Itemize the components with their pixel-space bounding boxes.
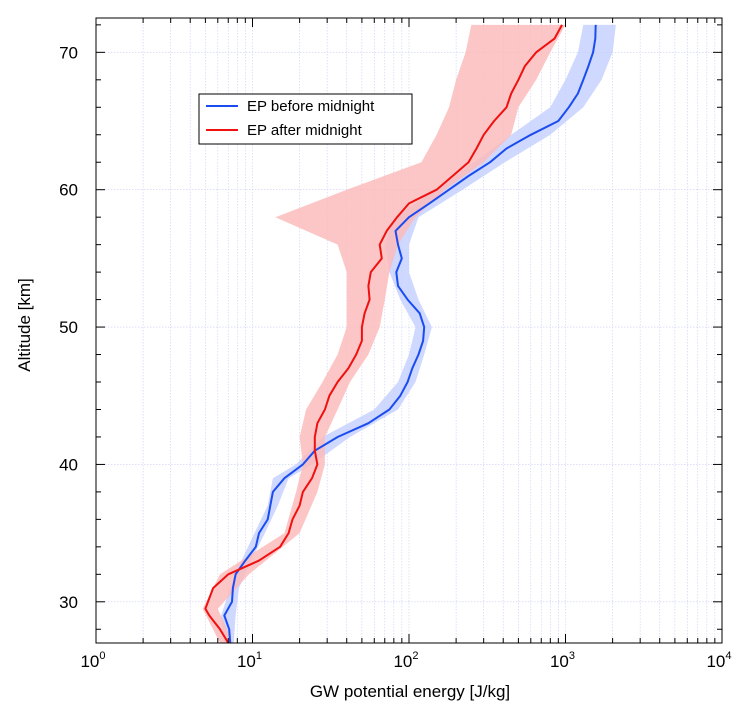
x-tick-label: 100 [80,650,105,671]
series-band-1 [221,24,616,643]
plot-frame [95,17,723,644]
x-axis-label: GW potential energy [J/kg] [310,682,510,701]
legend-label-2: EP after midnight [247,122,363,139]
y-tick-label: 50 [59,318,78,337]
x-tick-label: 102 [393,650,418,671]
series-band-2 [202,24,566,643]
legend-box [198,93,413,145]
x-tick-label: 104 [706,650,731,671]
uncertainty-bands [202,24,616,643]
series-line-2 [204,24,563,644]
axis-labels: GW potential energy [J/kg] Altitude [km] [15,278,510,701]
x-tick-label: 101 [237,650,262,671]
series-lines [204,24,597,644]
series-line-1 [223,24,597,644]
legend-label-1: EP before midnight [247,98,375,115]
y-tick-label: 40 [59,455,78,474]
y-tick-label: 60 [59,181,78,200]
x-tick-label: 103 [550,650,575,671]
tick-labels: 100 101 102 103 104 30 40 50 60 70 [59,43,731,671]
y-axis-label: Altitude [km] [15,278,34,372]
axes [95,17,723,644]
y-tick-label: 70 [59,43,78,62]
legend: EP before midnight EP after midnight [198,93,413,145]
y-tick-label: 30 [59,593,78,612]
